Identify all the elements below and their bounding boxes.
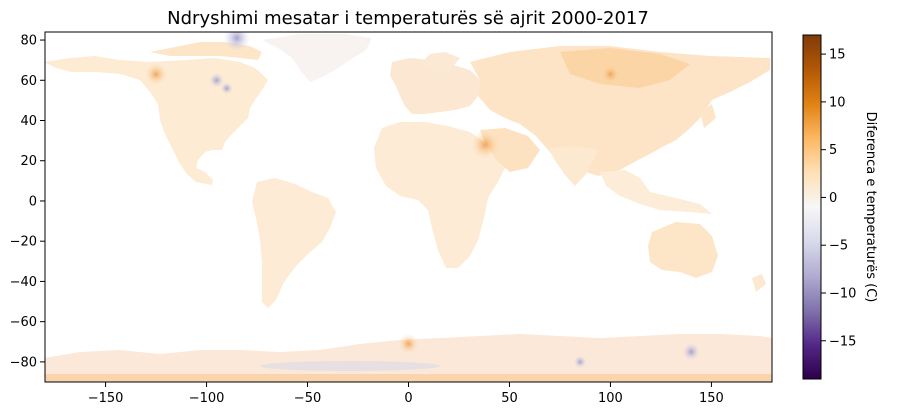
- warm-anomaly: [144, 63, 168, 86]
- colorbar-tick-label: 15: [829, 48, 846, 63]
- x-axis: −150 −100 −50 0 50 100 150: [88, 382, 724, 406]
- x-tick-label: −100: [189, 391, 225, 406]
- x-tick-label: 100: [598, 391, 623, 406]
- chart-title: Ndryshimi mesatar i temperaturës së ajri…: [167, 8, 649, 29]
- colorbar-tick-label: −15: [829, 334, 856, 349]
- region-scandinavia: [420, 52, 460, 72]
- x-tick-label: 150: [699, 391, 724, 406]
- anomaly-layer: [144, 32, 701, 369]
- region-australia: [648, 222, 718, 278]
- region-africa: [374, 122, 506, 268]
- y-tick-label: 60: [20, 74, 37, 89]
- x-tick-label: −50: [294, 391, 321, 406]
- cold-anomaly: [223, 32, 251, 52]
- y-tick-label: 40: [20, 114, 37, 129]
- warm-anomaly: [600, 64, 621, 85]
- region-south-america: [252, 178, 336, 308]
- region-west-antarctic-cooling: [260, 361, 440, 371]
- map-plot-area: [45, 32, 772, 382]
- region-europe: [390, 58, 482, 114]
- cold-anomaly: [573, 355, 587, 369]
- region-japan: [700, 104, 716, 128]
- warm-anomaly: [398, 333, 419, 354]
- region-siberia: [560, 48, 690, 88]
- y-tick-label: 20: [20, 154, 37, 169]
- region-antarctica: [45, 334, 772, 382]
- x-tick-label: −150: [88, 391, 124, 406]
- colorbar-tick-label: −10: [829, 287, 856, 302]
- region-india: [548, 146, 598, 186]
- region-north-america: [45, 56, 268, 185]
- x-tick-label: 50: [501, 391, 518, 406]
- y-tick-label: 80: [20, 34, 37, 49]
- y-tick-label: 0: [29, 194, 37, 209]
- colorbar: [802, 34, 822, 380]
- region-new-zealand: [752, 274, 766, 292]
- region-asia: [470, 46, 770, 176]
- x-tick-label: 0: [404, 391, 412, 406]
- warm-anomaly: [470, 129, 501, 160]
- colorbar-tick-label: 5: [829, 143, 837, 158]
- region-greenland: [262, 34, 372, 82]
- colorbar-tick-label: −5: [829, 239, 848, 254]
- cold-anomaly: [682, 343, 701, 361]
- y-axis: 80 60 40 20 0 −20 −40 −60 −80: [10, 34, 45, 370]
- cold-anomaly: [209, 72, 225, 88]
- y-tick-label: −60: [10, 315, 37, 330]
- colorbar-tick-label: 0: [829, 191, 837, 206]
- cold-anomaly: [220, 81, 234, 95]
- region-south-pole-band: [45, 374, 772, 382]
- y-tick-label: −80: [10, 355, 37, 370]
- y-tick-label: −40: [10, 275, 37, 290]
- y-tick-label: −20: [10, 235, 37, 250]
- colorbar-axis: 15 10 5 0 −5 −10 −15: [821, 48, 856, 349]
- region-southeast-asia: [600, 170, 712, 214]
- colorbar-tick-label: 10: [829, 95, 846, 110]
- colorbar-label: Diferenca e temperaturës (C): [863, 112, 878, 303]
